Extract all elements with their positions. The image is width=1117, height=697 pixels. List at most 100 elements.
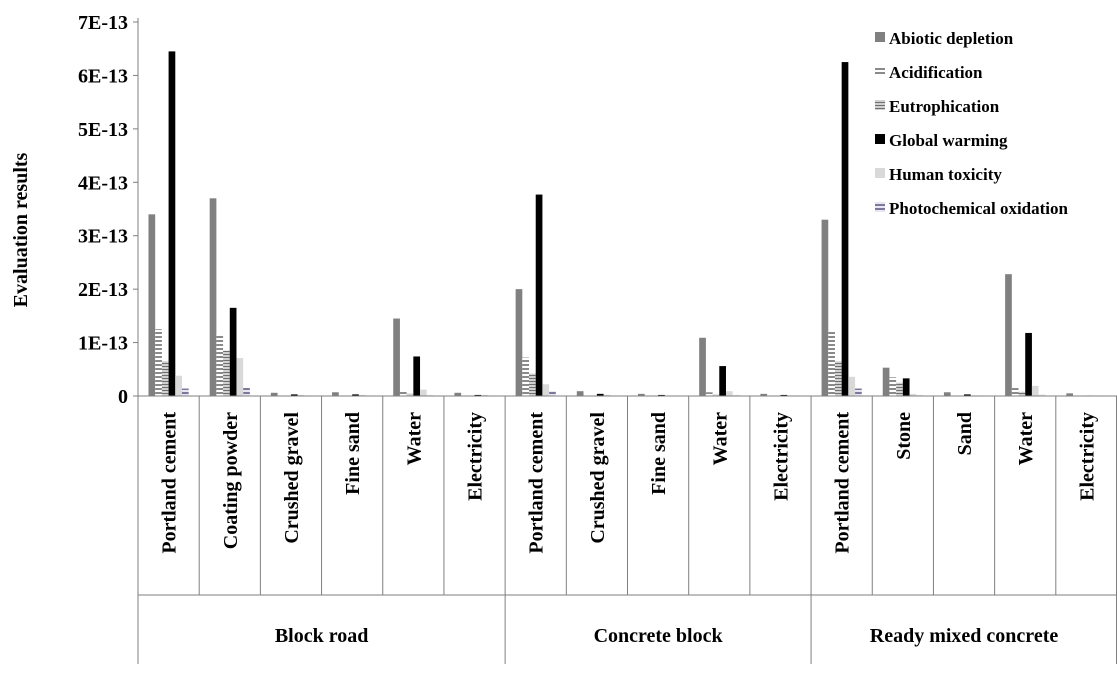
bar — [725, 391, 733, 396]
bar — [1011, 387, 1019, 396]
legend-swatch — [875, 100, 885, 110]
bar — [277, 394, 285, 396]
legend-swatch — [875, 168, 885, 178]
bar — [229, 307, 237, 396]
bar — [637, 393, 645, 396]
bar — [705, 392, 713, 396]
bar — [155, 329, 162, 396]
bar — [889, 377, 897, 396]
legend-label: Human toxicity — [889, 165, 1002, 184]
bar — [1066, 393, 1074, 396]
bar — [712, 394, 720, 396]
bar — [461, 394, 468, 396]
y-tick-label: 4E-13 — [78, 172, 128, 194]
legend-swatch — [875, 134, 885, 144]
bar — [522, 357, 530, 396]
y-tick-label: 3E-13 — [78, 226, 128, 248]
bar — [699, 337, 706, 396]
bar — [848, 376, 856, 396]
group-label: Ready mixed concrete — [870, 625, 1059, 647]
bar — [658, 394, 665, 396]
bar — [297, 394, 305, 396]
bar — [882, 367, 890, 396]
group-label: Block road — [275, 625, 369, 647]
bar — [515, 289, 523, 396]
x-tick-label: Portland cement — [526, 412, 548, 554]
x-tick-label: Coating powder — [220, 412, 242, 549]
y-tick-label: 1E-13 — [78, 333, 128, 355]
bar — [896, 382, 903, 396]
bar — [719, 366, 726, 396]
x-tick-label: Portland cement — [159, 412, 181, 554]
bar — [332, 392, 339, 396]
x-tick-label: Fine sand — [648, 412, 670, 495]
x-tick-label: Portland cement — [832, 412, 854, 554]
bar — [474, 394, 482, 396]
bar — [393, 318, 400, 396]
bar — [148, 214, 156, 396]
bar — [596, 393, 604, 396]
bar — [168, 51, 176, 396]
bar — [1005, 274, 1012, 396]
x-tick-label: Crushed gravel — [587, 412, 609, 544]
bar — [760, 393, 768, 396]
bar — [943, 392, 951, 396]
bar — [902, 378, 910, 396]
bar — [352, 394, 359, 396]
y-tick-label: 5E-13 — [78, 119, 128, 141]
bar — [175, 375, 182, 396]
bar — [529, 373, 536, 396]
y-tick-label: 0 — [118, 386, 128, 408]
x-tick-label: Electricity — [1076, 412, 1098, 501]
x-tick-label: Water — [1015, 412, 1037, 465]
bar — [841, 62, 849, 396]
bar — [243, 387, 250, 396]
bar — [964, 394, 971, 396]
bar — [821, 219, 829, 396]
x-tick-label: Sand — [954, 412, 976, 455]
bar — [576, 391, 584, 396]
bar — [603, 394, 611, 396]
x-tick-label: Fine sand — [342, 412, 364, 495]
legend-swatch — [875, 32, 885, 42]
bar — [209, 198, 217, 396]
bar — [358, 394, 366, 396]
x-tick-label: Electricity — [465, 412, 487, 501]
bar — [481, 394, 488, 396]
bar — [916, 394, 923, 396]
legend-swatch — [875, 202, 885, 212]
bar — [828, 331, 835, 396]
bar — [223, 350, 230, 396]
legend-label: Abiotic depletion — [889, 29, 1014, 48]
bar — [1025, 332, 1032, 396]
bar — [236, 358, 244, 396]
bar — [216, 334, 224, 396]
x-tick-label: Electricity — [771, 412, 793, 501]
bar — [780, 394, 788, 396]
bar — [542, 384, 550, 396]
bar — [732, 394, 740, 396]
y-tick-label: 2E-13 — [78, 279, 128, 301]
bar — [909, 393, 917, 396]
bar — [399, 391, 407, 396]
bar — [855, 388, 862, 396]
bar — [161, 361, 169, 396]
legend-swatch — [875, 66, 885, 76]
x-tick-label: Stone — [893, 412, 915, 460]
legend-label: Acidification — [889, 63, 983, 82]
bar — [338, 394, 346, 396]
legend-label: Eutrophication — [889, 97, 1000, 116]
bar — [290, 394, 298, 396]
bar — [406, 393, 414, 396]
legend-label: Photochemical oxidation — [889, 199, 1069, 218]
bar — [583, 394, 591, 396]
bar — [181, 388, 189, 396]
bar — [834, 361, 842, 396]
legend-label: Global warming — [889, 131, 1008, 150]
bar — [270, 392, 278, 396]
bar — [1018, 391, 1026, 396]
x-tick-label: Crushed gravel — [281, 412, 303, 544]
bar — [1031, 385, 1039, 396]
